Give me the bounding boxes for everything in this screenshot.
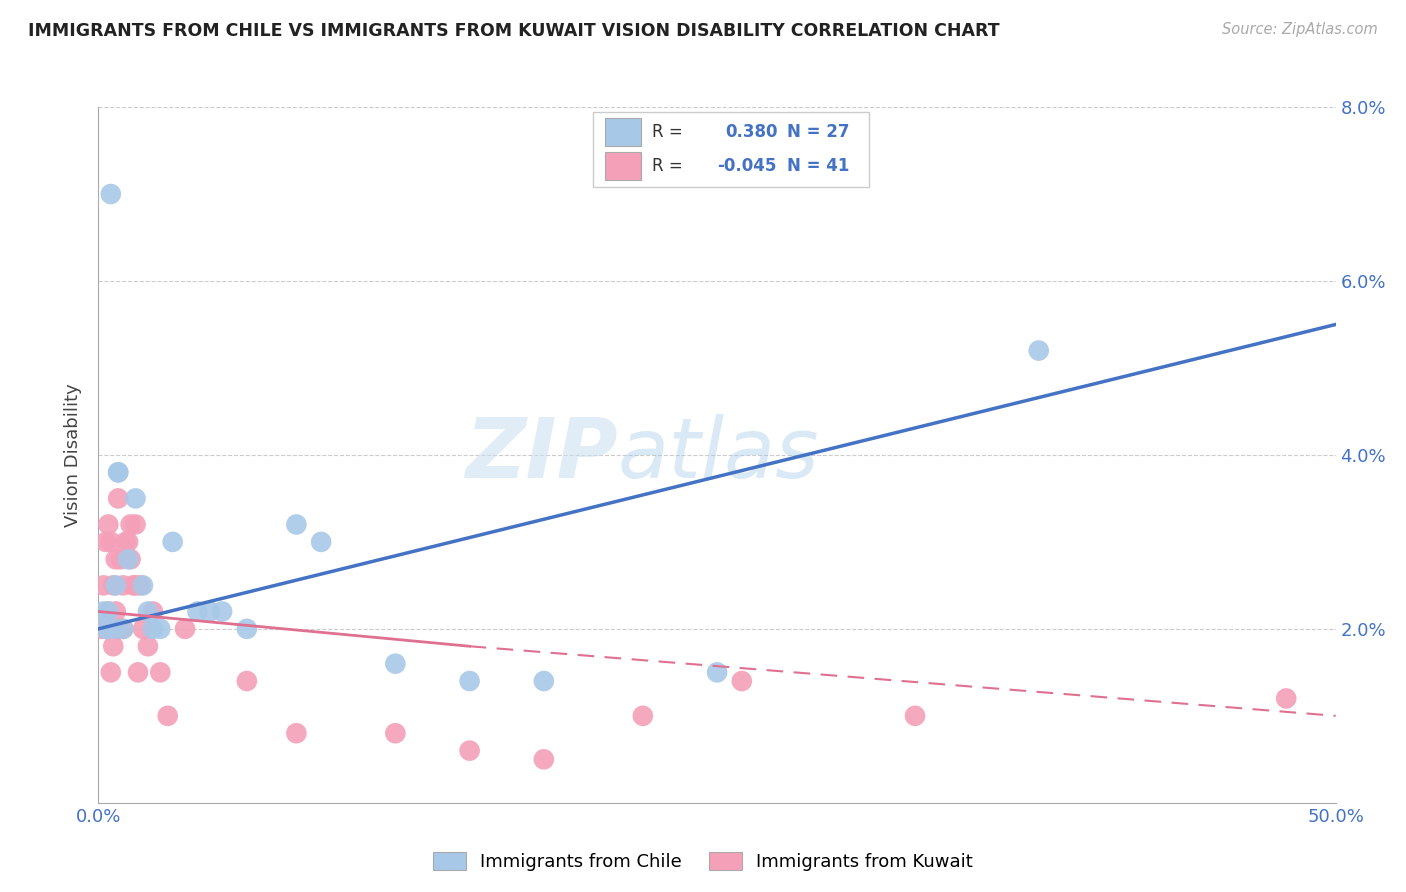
Point — [136, 639, 159, 653]
Point — [103, 639, 125, 653]
Point — [142, 622, 165, 636]
Point — [731, 674, 754, 689]
Text: IMMIGRANTS FROM CHILE VS IMMIGRANTS FROM KUWAIT VISION DISABILITY CORRELATION CH: IMMIGRANTS FROM CHILE VS IMMIGRANTS FROM… — [28, 22, 1000, 40]
Point — [186, 605, 208, 619]
Text: 0.380: 0.380 — [725, 123, 778, 141]
Point — [103, 578, 125, 592]
Point — [384, 726, 406, 740]
Text: R =: R = — [652, 123, 683, 141]
Point — [127, 665, 149, 680]
Point — [174, 622, 197, 636]
Point — [93, 605, 115, 619]
Point — [132, 578, 155, 592]
Point — [107, 466, 129, 480]
Point — [112, 622, 135, 636]
Point — [100, 535, 122, 549]
Point — [107, 622, 129, 636]
Text: -0.045: -0.045 — [717, 157, 776, 175]
Point — [384, 657, 406, 671]
Point — [94, 535, 117, 549]
Text: N = 27: N = 27 — [787, 123, 849, 141]
Point — [236, 674, 259, 689]
Text: ZIP: ZIP — [465, 415, 619, 495]
Point — [120, 517, 142, 532]
Point — [94, 622, 117, 636]
Point — [149, 665, 172, 680]
Point — [285, 517, 308, 532]
Point — [162, 535, 184, 549]
Point — [117, 535, 139, 549]
Point — [104, 605, 127, 619]
Point — [112, 578, 135, 592]
Text: atlas: atlas — [619, 415, 820, 495]
Text: R =: R = — [652, 157, 683, 175]
Point — [94, 622, 117, 636]
Point — [142, 605, 165, 619]
Point — [100, 186, 122, 201]
Point — [112, 622, 135, 636]
Text: N = 41: N = 41 — [787, 157, 849, 175]
Point — [97, 605, 120, 619]
Point — [706, 665, 728, 680]
Point — [904, 708, 927, 723]
Point — [124, 491, 146, 506]
FancyBboxPatch shape — [593, 112, 869, 186]
Point — [103, 622, 125, 636]
Point — [124, 578, 146, 592]
Point — [156, 708, 179, 723]
Point — [132, 622, 155, 636]
Text: Source: ZipAtlas.com: Source: ZipAtlas.com — [1222, 22, 1378, 37]
Point — [122, 578, 145, 592]
Point — [120, 552, 142, 566]
Point — [236, 622, 259, 636]
Point — [107, 466, 129, 480]
Point — [110, 552, 132, 566]
Point — [114, 535, 136, 549]
Point — [458, 744, 481, 758]
Point — [100, 665, 122, 680]
Point — [104, 578, 127, 592]
Point — [104, 552, 127, 566]
Point — [309, 535, 332, 549]
Point — [149, 622, 172, 636]
Point — [90, 622, 112, 636]
Point — [458, 674, 481, 689]
FancyBboxPatch shape — [605, 153, 641, 179]
Point — [136, 605, 159, 619]
Point — [631, 708, 654, 723]
Point — [533, 752, 555, 766]
Point — [129, 578, 152, 592]
Point — [1028, 343, 1050, 358]
Point — [285, 726, 308, 740]
Point — [97, 517, 120, 532]
Point — [124, 517, 146, 532]
Point — [93, 578, 115, 592]
Y-axis label: Vision Disability: Vision Disability — [65, 383, 83, 527]
Point — [198, 605, 221, 619]
Point — [107, 491, 129, 506]
FancyBboxPatch shape — [605, 119, 641, 145]
Point — [1275, 691, 1298, 706]
Point — [117, 552, 139, 566]
Point — [97, 605, 120, 619]
Point — [533, 674, 555, 689]
Legend: Immigrants from Chile, Immigrants from Kuwait: Immigrants from Chile, Immigrants from K… — [426, 845, 980, 879]
Point — [211, 605, 233, 619]
